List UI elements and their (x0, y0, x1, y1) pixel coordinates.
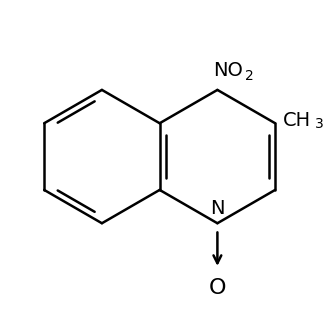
Text: O: O (209, 278, 226, 298)
Text: 3: 3 (315, 117, 324, 131)
Text: CH: CH (283, 111, 311, 130)
Text: NO: NO (213, 62, 243, 81)
Text: 2: 2 (245, 69, 254, 83)
Text: N: N (210, 199, 225, 218)
